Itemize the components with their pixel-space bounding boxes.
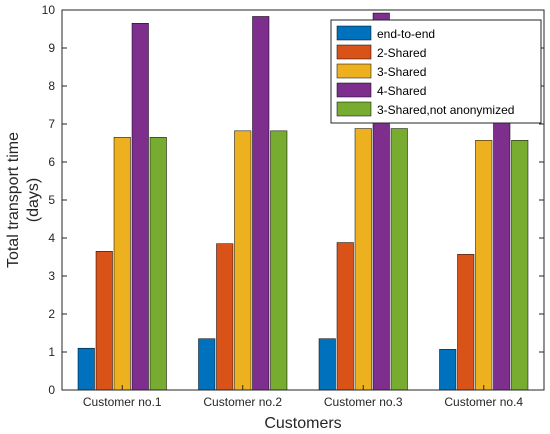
y-tick-label: 2	[48, 307, 55, 321]
legend-label-5: 3-Shared,not anonymized	[377, 103, 514, 117]
y-tick-label: 7	[48, 117, 55, 131]
legend-label-2: 2-Shared	[377, 46, 426, 60]
bar-3-series-1	[318, 338, 336, 391]
bar-4-series-1	[439, 349, 457, 391]
legend-swatch-4	[336, 82, 372, 98]
y-tick-label: 0	[48, 383, 55, 397]
bar-1-series-4	[131, 23, 149, 391]
legend-label-1: end-to-end	[377, 27, 435, 41]
bar-4-series-4	[493, 102, 511, 391]
bar-4-series-3	[475, 140, 493, 391]
bar-3-series-3	[354, 128, 372, 391]
bars-layer	[77, 12, 529, 391]
legend-swatch-3	[336, 63, 372, 79]
y-tick-label: 8	[48, 79, 55, 93]
bar-1-series-5	[149, 137, 167, 391]
bar-2-series-2	[216, 243, 234, 391]
x-tick-label: Customer no.1	[83, 395, 162, 409]
y-tick-label: 3	[48, 269, 55, 283]
legend: end-to-end 2-Shared 3-Shared 4-Shared 3-Shar…	[330, 19, 542, 124]
x-axis-ticks: Customer no.1 Customer no.2 Customer no.3 C…	[83, 385, 523, 409]
bar-3-series-2	[336, 242, 354, 391]
y-tick-label: 9	[48, 41, 55, 55]
bar-2-series-4	[252, 16, 270, 391]
y-axis-label-line-2: (days)	[25, 178, 42, 222]
bar-2-series-1	[198, 338, 216, 391]
legend-swatch-1	[336, 25, 372, 41]
bar-1-series-1	[77, 347, 95, 391]
legend-swatch-5	[336, 101, 372, 117]
x-tick-label: Customer no.3	[324, 395, 403, 409]
bar-2-series-5	[270, 130, 288, 391]
bar-3-series-5	[390, 128, 408, 391]
x-tick-label: Customer no.4	[444, 395, 523, 409]
legend-swatch-2	[336, 44, 372, 60]
bar-4-series-2	[457, 254, 475, 391]
y-tick-label: 1	[48, 345, 55, 359]
y-tick-label: 10	[42, 3, 56, 17]
y-tick-label: 5	[48, 193, 55, 207]
y-tick-label: 6	[48, 155, 55, 169]
bar-2-series-3	[234, 130, 252, 391]
legend-label-4: 4-Shared	[377, 84, 426, 98]
bar-4-series-5	[511, 140, 529, 391]
y-axis-label-line-1: Total transport time	[5, 132, 22, 268]
bar-1-series-2	[95, 251, 113, 391]
bar-1-series-3	[113, 137, 131, 391]
x-axis-label: Customers	[264, 415, 341, 432]
y-tick-label: 4	[48, 231, 55, 245]
legend-label-3: 3-Shared	[377, 65, 426, 79]
x-tick-label: Customer no.2	[203, 395, 282, 409]
